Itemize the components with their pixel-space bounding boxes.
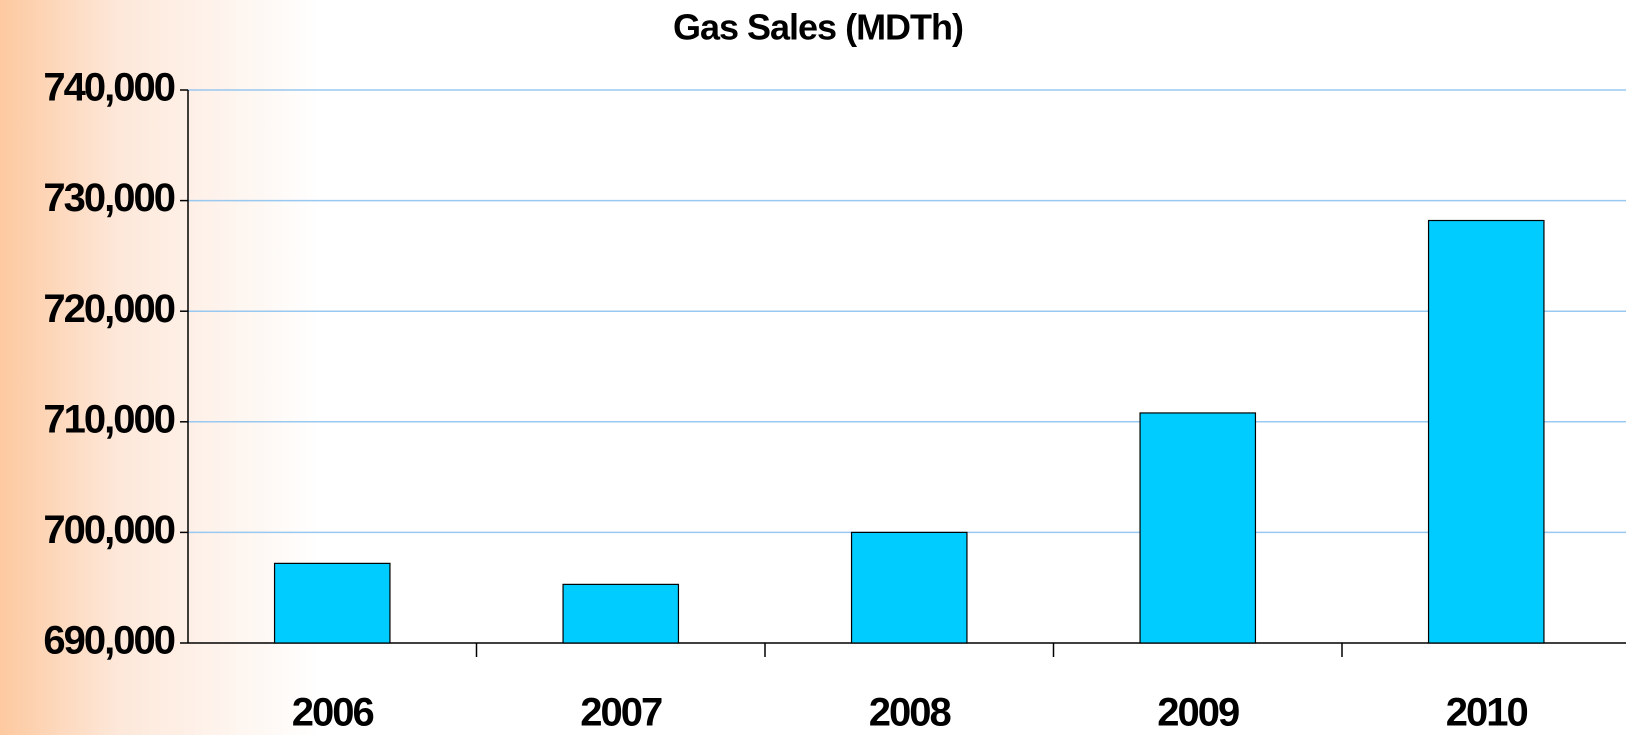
y-tick-label: 720,000	[43, 287, 174, 331]
y-tick-label: 700,000	[43, 508, 174, 552]
y-tick-label: 710,000	[43, 397, 174, 441]
bar	[273, 562, 391, 644]
y-tick-label: 690,000	[43, 619, 174, 663]
x-tick-label: 2009	[1157, 691, 1239, 735]
x-tick-label: 2008	[869, 691, 952, 735]
y-tick-label: 740,000	[43, 66, 174, 110]
x-tick-label: 2010	[1446, 691, 1528, 735]
chart-title: Gas Sales (MDTh)	[673, 7, 963, 48]
bar	[562, 583, 680, 644]
bar	[1427, 219, 1545, 644]
x-tick-label: 2006	[292, 691, 374, 735]
bar	[850, 531, 968, 644]
x-tick-label: 2007	[580, 691, 662, 735]
bar	[1139, 412, 1257, 644]
y-tick-label: 730,000	[43, 176, 174, 220]
